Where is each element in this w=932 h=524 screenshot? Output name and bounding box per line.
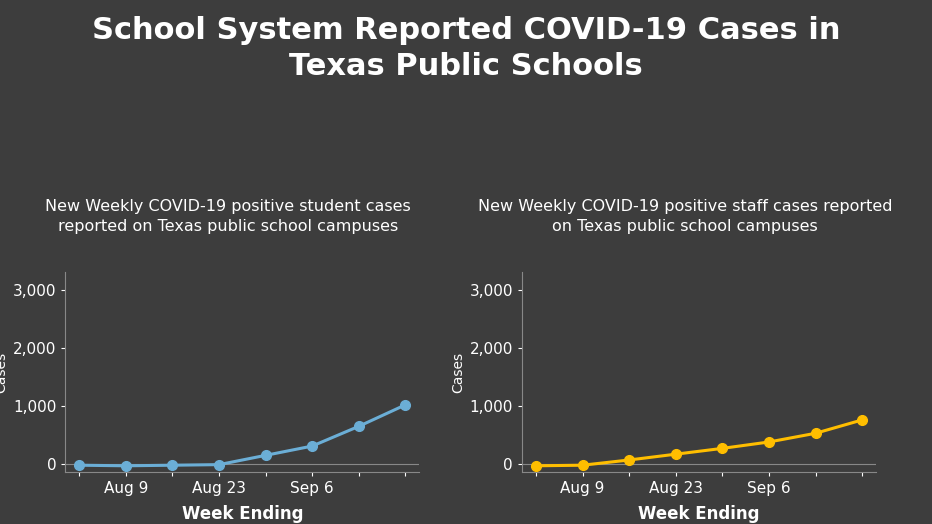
- Y-axis label: Cases: Cases: [451, 352, 465, 392]
- X-axis label: Week Ending: Week Ending: [182, 505, 303, 522]
- Text: New Weekly COVID-19 positive staff cases reported
on Texas public school campuse: New Weekly COVID-19 positive staff cases…: [478, 199, 892, 234]
- Text: School System Reported COVID-19 Cases in
Texas Public Schools: School System Reported COVID-19 Cases in…: [91, 16, 841, 81]
- Y-axis label: Cases: Cases: [0, 352, 8, 392]
- X-axis label: Week Ending: Week Ending: [638, 505, 760, 522]
- Text: New Weekly COVID-19 positive student cases
reported on Texas public school campu: New Weekly COVID-19 positive student cas…: [46, 199, 411, 234]
